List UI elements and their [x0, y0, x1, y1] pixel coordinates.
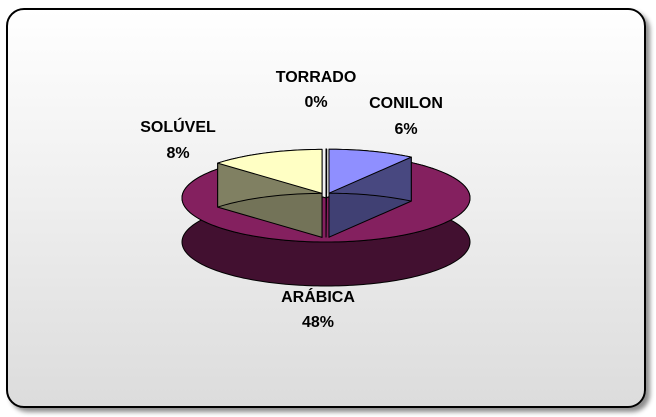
- label-torrado-name: TORRADO: [276, 69, 357, 86]
- label-torrado-value: 0%: [304, 94, 327, 111]
- label-soluvel-name: SOLÚVEL: [140, 117, 216, 136]
- pie-slice-torrado: [325, 148, 328, 238]
- label-arabica-name: ARÁBICA: [281, 287, 355, 306]
- pie-slice-conilon: [328, 148, 412, 238]
- label-conilon-value: 6%: [394, 121, 417, 138]
- label-arabica-value: 48%: [302, 314, 334, 331]
- label-conilon-name: CONILON: [369, 95, 443, 112]
- pie-slice-solúvel: [217, 148, 323, 238]
- label-soluvel-value: 8%: [166, 145, 189, 162]
